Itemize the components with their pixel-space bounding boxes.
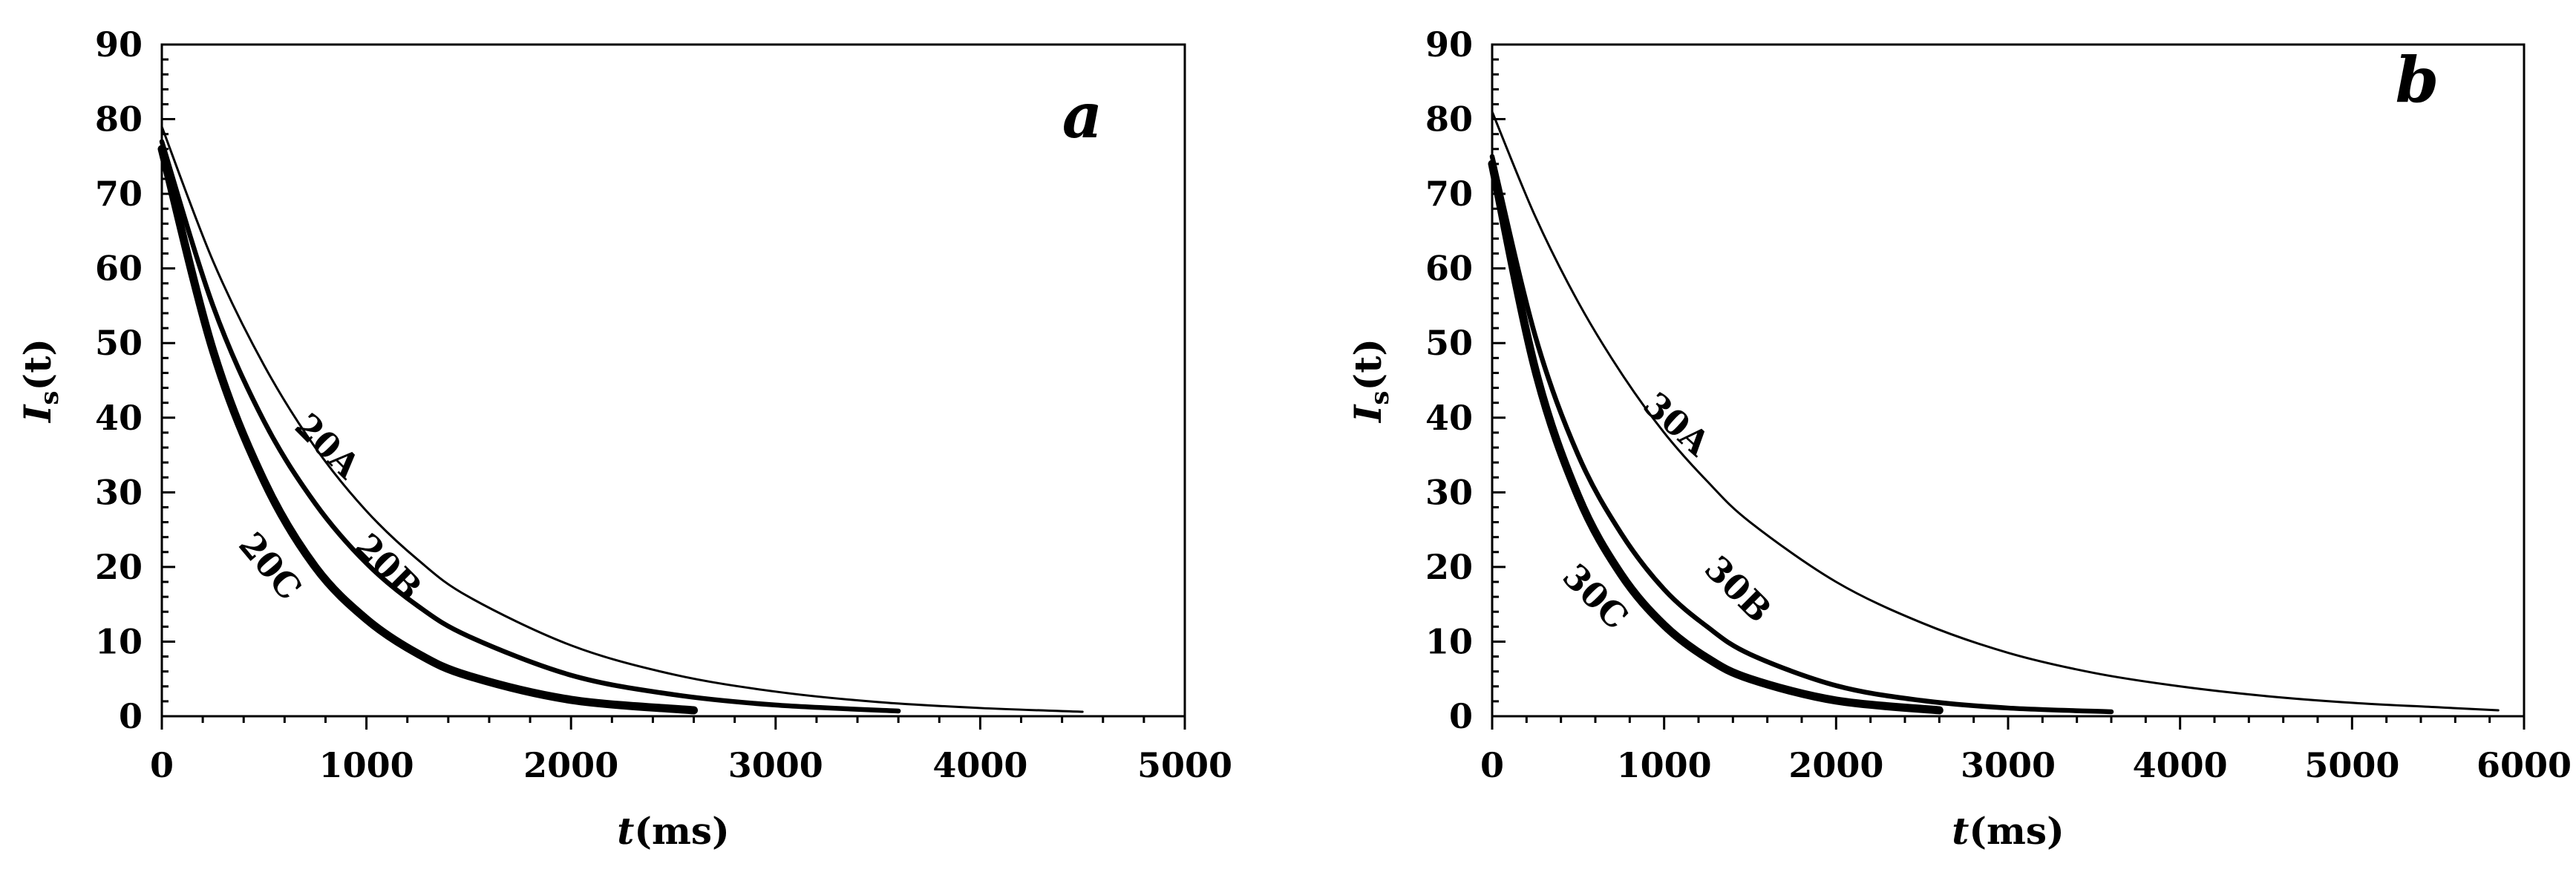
y-tick-label: 80 bbox=[95, 99, 143, 140]
plot-frame bbox=[160, 43, 1186, 718]
x-tick-label: 5000 bbox=[1137, 745, 1232, 785]
x-tick-label: 4000 bbox=[932, 745, 1027, 785]
y-tick-label: 50 bbox=[95, 323, 143, 363]
y-tick-label: 30 bbox=[95, 472, 143, 512]
y-tick-label: 40 bbox=[95, 398, 143, 438]
x-axis-title: t(ms) bbox=[617, 809, 729, 853]
x-axis-title-var: t bbox=[617, 809, 634, 853]
y-axis-title: Is(t) bbox=[16, 338, 65, 424]
y-tick-label: 20 bbox=[95, 547, 143, 587]
y-tick-label: 0 bbox=[1449, 696, 1473, 736]
y-tick-label: 0 bbox=[119, 696, 143, 736]
y-axis-title-subscript: s bbox=[1365, 390, 1395, 405]
y-tick-label: 80 bbox=[1425, 99, 1473, 140]
series-label-30C: 30C bbox=[1555, 556, 1636, 637]
x-tick-label: 1000 bbox=[319, 745, 414, 785]
x-tick-label: 4000 bbox=[2133, 745, 2228, 785]
series-label-30A: 30A bbox=[1636, 384, 1719, 465]
y-axis-title: Is(t) bbox=[1346, 338, 1395, 424]
series-line-30A bbox=[1491, 111, 2500, 712]
panel-letter: a bbox=[1062, 79, 1102, 152]
x-tick-label: 5000 bbox=[2304, 745, 2399, 785]
x-tick-label: 6000 bbox=[2477, 745, 2572, 785]
y-axis-title-rest: (t) bbox=[1346, 338, 1390, 390]
y-tick-label: 10 bbox=[95, 621, 143, 661]
y-tick-label: 90 bbox=[95, 24, 143, 65]
x-tick-label: 0 bbox=[1480, 745, 1504, 785]
y-tick-label: 60 bbox=[95, 249, 143, 289]
y-tick-label: 70 bbox=[1425, 174, 1473, 214]
series-label-20B: 20B bbox=[347, 525, 430, 608]
y-axis-title-subscript: s bbox=[35, 390, 65, 405]
y-tick-label: 40 bbox=[1425, 398, 1473, 438]
panel-letter: b bbox=[2396, 43, 2439, 117]
series-line-20A bbox=[160, 125, 1084, 713]
x-tick-label: 0 bbox=[150, 745, 174, 785]
series-line-30C bbox=[1488, 160, 1944, 715]
y-tick-label: 20 bbox=[1425, 547, 1473, 587]
y-tick-label: 70 bbox=[95, 174, 143, 214]
y-tick-label: 10 bbox=[1425, 621, 1473, 661]
series-label-30B: 30B bbox=[1697, 548, 1779, 630]
series-line-20C bbox=[157, 145, 699, 715]
y-tick-label: 30 bbox=[1425, 472, 1473, 512]
y-tick-label: 90 bbox=[1425, 24, 1473, 65]
plot-frame bbox=[1491, 43, 2526, 718]
x-axis-title-unit: (ms) bbox=[1969, 809, 2064, 853]
x-tick-label: 1000 bbox=[1617, 745, 1712, 785]
y-tick-label: 60 bbox=[1425, 249, 1473, 289]
x-axis-title: t(ms) bbox=[1952, 809, 2064, 853]
series-line-20B bbox=[159, 139, 901, 714]
series-line-30B bbox=[1489, 154, 2114, 715]
y-tick-label: 50 bbox=[1425, 323, 1473, 363]
series-label-20A: 20A bbox=[287, 405, 369, 487]
panel-b: 0 10 20 30 40 50 60 70 80 90 0 1000 2000 3000 4000 5000… bbox=[1346, 24, 2572, 853]
y-axis-title-rest: (t) bbox=[16, 338, 59, 390]
x-tick-label: 3000 bbox=[1961, 745, 2056, 785]
y-axis-title-var: I bbox=[16, 404, 59, 424]
x-tick-label: 2000 bbox=[1788, 745, 1883, 785]
y-axis-title-var: I bbox=[1346, 404, 1390, 424]
panel-a: 0 10 20 30 40 50 60 70 80 90 0 1000 2000 3000 4000 5000… bbox=[16, 24, 1232, 853]
x-tick-label: 3000 bbox=[728, 745, 823, 785]
x-axis-title-var: t bbox=[1952, 809, 1969, 853]
x-tick-label: 2000 bbox=[523, 745, 618, 785]
x-axis-title-unit: (ms) bbox=[634, 809, 729, 853]
